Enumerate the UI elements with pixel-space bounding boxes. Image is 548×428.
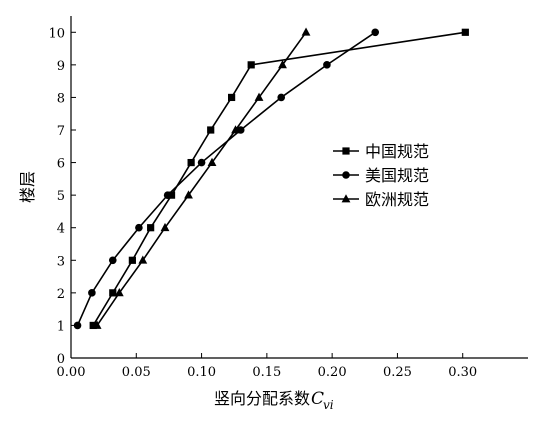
y-axis-title: 楼层 — [18, 171, 37, 203]
legend-label: 美国规范 — [365, 166, 429, 185]
data-point-triangle — [278, 60, 287, 69]
data-point-triangle — [114, 288, 124, 297]
y-tick-label: 1 — [57, 319, 65, 334]
legend-item: 美国规范 — [333, 166, 429, 185]
series-circle — [73, 28, 380, 330]
legend-marker-square — [342, 147, 350, 155]
data-point-triangle — [207, 157, 217, 166]
data-point-triangle — [231, 125, 240, 134]
legend-item: 欧洲规范 — [333, 190, 429, 209]
legend-item: 中国规范 — [333, 142, 429, 161]
x-tick-label: 0.00 — [57, 365, 86, 380]
data-point-triangle — [160, 222, 170, 232]
x-tick-label: 0.10 — [187, 365, 216, 380]
data-point-circle — [197, 158, 206, 167]
data-point-circle — [135, 223, 143, 232]
data-point-circle — [163, 191, 172, 199]
series-line-triangle — [96, 31, 307, 326]
y-tick-label: 3 — [57, 254, 65, 269]
data-point-square — [207, 126, 215, 134]
data-point-square — [167, 191, 176, 199]
x-ticks: 0.00 0.05 0.10 0.15 0.20 0.25 0.30 — [57, 353, 477, 380]
y-tick-label: 9 — [57, 59, 65, 74]
y-tick-label: 4 — [57, 222, 65, 237]
series-triangle — [92, 27, 311, 329]
y-tick-label: 8 — [57, 91, 65, 106]
x-tick-label: 0.25 — [383, 365, 412, 380]
data-point-square — [89, 321, 97, 330]
data-point-circle — [88, 289, 96, 297]
data-point-square — [461, 28, 469, 36]
x-axis-title-subscript: vi — [323, 398, 334, 412]
data-point-square — [147, 224, 155, 232]
y-tick-label: 5 — [57, 189, 65, 204]
x-tick-label: 0.05 — [122, 365, 151, 380]
data-point-triangle — [184, 190, 193, 199]
x-tick-label: 0.15 — [252, 365, 281, 380]
data-point-circle — [73, 321, 82, 330]
x-axis-title-symbol: C — [311, 389, 324, 409]
data-point-triangle — [92, 320, 102, 329]
legend-marker-circle — [342, 171, 350, 179]
data-point-triangle — [138, 255, 148, 264]
data-point-square — [247, 61, 255, 69]
legend-label: 欧洲规范 — [365, 190, 429, 209]
series-square — [89, 28, 469, 330]
data-point-triangle — [254, 92, 264, 101]
y-tick-label: 10 — [48, 26, 65, 41]
y-tick-label: 2 — [57, 287, 65, 302]
data-point-circle — [323, 61, 331, 69]
x-tick-label: 0.20 — [318, 365, 347, 380]
y-ticks: 0 1 2 3 4 5 6 7 8 9 10 — [48, 26, 76, 367]
legend-marker-triangle — [341, 194, 351, 203]
data-point-square — [128, 256, 136, 264]
y-tick-label: 7 — [57, 124, 65, 139]
legend-label: 中国规范 — [365, 142, 429, 161]
data-point-square — [109, 289, 117, 297]
data-point-square — [228, 93, 236, 102]
data-point-triangle — [301, 27, 311, 36]
x-tick-label: 0.30 — [448, 365, 477, 380]
data-point-circle — [108, 256, 117, 265]
data-point-circle — [371, 28, 380, 37]
data-point-square — [187, 158, 195, 167]
y-tick-label: 0 — [57, 352, 65, 367]
data-point-circle — [277, 93, 286, 102]
x-axis-title: 竖向分配系数 — [214, 389, 310, 408]
y-tick-label: 6 — [57, 157, 65, 172]
series-line-circle — [76, 31, 376, 326]
series-line-square — [92, 31, 466, 326]
series-layer — [73, 27, 469, 330]
